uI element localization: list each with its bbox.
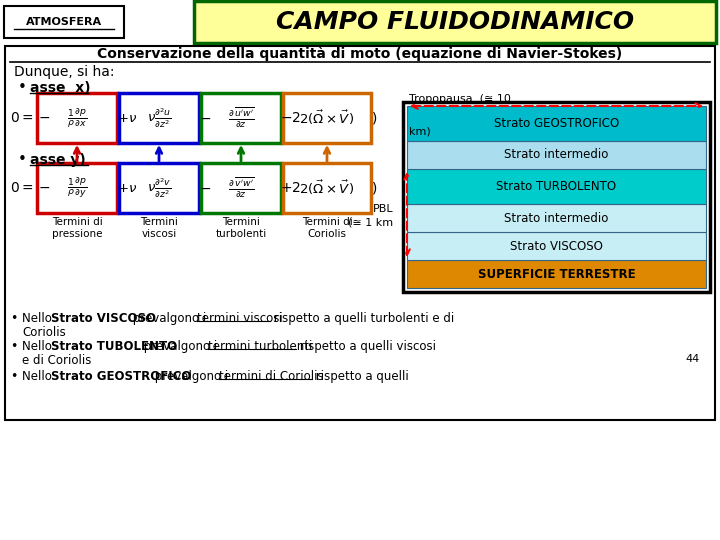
Text: 44: 44 <box>685 354 700 364</box>
Text: $\frac{\partial\,\overline{v^{\prime}w^{\prime}}}{\partial z}$: $\frac{\partial\,\overline{v^{\prime}w^{… <box>228 176 254 200</box>
Text: PBL: PBL <box>372 204 393 213</box>
Text: Strato GEOSTROFICO: Strato GEOSTROFICO <box>51 370 192 383</box>
Text: Strato VISCOSO: Strato VISCOSO <box>51 312 156 325</box>
Text: •: • <box>10 370 17 383</box>
Text: $-2$: $-2$ <box>280 111 301 125</box>
Text: Tropopausa  (≅ 10: Tropopausa (≅ 10 <box>409 94 511 104</box>
Text: prevalgono i: prevalgono i <box>129 312 210 325</box>
Text: prevalgono i: prevalgono i <box>140 340 221 353</box>
Text: •: • <box>10 312 17 325</box>
Text: Nello: Nello <box>22 340 55 353</box>
Text: rispetto a quelli viscosi: rispetto a quelli viscosi <box>296 340 436 353</box>
Text: $\nu\frac{\partial^2 u}{\partial z^2}$: $\nu\frac{\partial^2 u}{\partial z^2}$ <box>147 106 171 130</box>
Text: termini di Coriolis: termini di Coriolis <box>219 370 323 383</box>
FancyBboxPatch shape <box>201 93 281 143</box>
Text: $\nu\frac{\partial^2 v}{\partial z^2}$: $\nu\frac{\partial^2 v}{\partial z^2}$ <box>147 176 171 200</box>
FancyBboxPatch shape <box>37 93 117 143</box>
Text: Strato GEOSTROFICO: Strato GEOSTROFICO <box>494 117 619 130</box>
Bar <box>407 260 706 288</box>
Text: Termini
viscosi: Termini viscosi <box>140 217 178 239</box>
Text: Strato intermedio: Strato intermedio <box>504 212 608 225</box>
FancyBboxPatch shape <box>194 1 716 43</box>
FancyBboxPatch shape <box>4 6 124 38</box>
Text: $)$: $)$ <box>371 180 377 196</box>
Text: $\frac{\partial\,\overline{u^{\prime}w^{\prime}}}{\partial z}$: $\frac{\partial\,\overline{u^{\prime}w^{… <box>228 106 254 130</box>
Bar <box>407 106 706 141</box>
Text: e di Coriolis: e di Coriolis <box>22 354 91 367</box>
Text: $+2$: $+2$ <box>280 181 301 195</box>
Bar <box>407 169 706 204</box>
FancyBboxPatch shape <box>201 163 281 213</box>
Text: $2(\vec{\Omega}\times\vec{V})$: $2(\vec{\Omega}\times\vec{V})$ <box>300 179 354 197</box>
Text: $)$: $)$ <box>371 110 377 126</box>
Bar <box>407 232 706 260</box>
Text: $\frac{1}{\rho}\frac{\partial p}{\partial y}$: $\frac{1}{\rho}\frac{\partial p}{\partia… <box>67 176 87 200</box>
Text: asse y): asse y) <box>30 153 86 167</box>
Text: $+\nu$: $+\nu$ <box>117 181 138 194</box>
FancyBboxPatch shape <box>119 163 199 213</box>
Text: $\frac{1}{\rho}\frac{\partial p}{\partial x}$: $\frac{1}{\rho}\frac{\partial p}{\partia… <box>67 106 87 130</box>
Text: SUPERFICIE TERRESTRE: SUPERFICIE TERRESTRE <box>477 267 635 280</box>
Text: termini viscosi: termini viscosi <box>197 312 282 325</box>
Text: Strato TUBOLENTO: Strato TUBOLENTO <box>51 340 177 353</box>
Text: termini turbolenti: termini turbolenti <box>208 340 312 353</box>
Bar <box>407 141 706 169</box>
Text: Termini di
Coriolis: Termini di Coriolis <box>302 217 352 239</box>
FancyBboxPatch shape <box>283 93 371 143</box>
Text: $-$: $-$ <box>199 111 211 125</box>
Text: Strato VISCOSO: Strato VISCOSO <box>510 240 603 253</box>
Text: Nello: Nello <box>22 370 55 383</box>
Text: $-$: $-$ <box>199 181 211 195</box>
Text: •: • <box>18 152 27 167</box>
Text: $0=-$: $0=-$ <box>10 111 50 125</box>
Text: Strato intermedio: Strato intermedio <box>504 148 608 161</box>
Text: km): km) <box>409 127 431 137</box>
FancyBboxPatch shape <box>403 102 710 292</box>
Text: rispetto a quelli turbolenti e di: rispetto a quelli turbolenti e di <box>270 312 454 325</box>
Text: Conservazione della quantità di moto (equazione di Navier-Stokes): Conservazione della quantità di moto (eq… <box>97 47 623 61</box>
Text: •: • <box>10 340 17 353</box>
FancyBboxPatch shape <box>5 46 715 420</box>
Text: Nello: Nello <box>22 312 55 325</box>
Text: asse  x): asse x) <box>30 81 91 95</box>
Text: $+\nu$: $+\nu$ <box>117 111 138 125</box>
FancyBboxPatch shape <box>119 93 199 143</box>
Text: rispetto a quelli: rispetto a quelli <box>312 370 409 383</box>
Bar <box>407 204 706 232</box>
Text: Termini di
pressione: Termini di pressione <box>52 217 102 239</box>
FancyBboxPatch shape <box>283 163 371 213</box>
Text: $2(\vec{\Omega}\times\vec{V})$: $2(\vec{\Omega}\times\vec{V})$ <box>300 109 354 127</box>
Text: prevalgono i: prevalgono i <box>151 370 232 383</box>
Text: (≅ 1 km: (≅ 1 km <box>348 218 393 227</box>
Text: Termini
turbolenti: Termini turbolenti <box>215 217 266 239</box>
Text: $0=-$: $0=-$ <box>10 181 50 195</box>
FancyBboxPatch shape <box>37 163 117 213</box>
Text: •: • <box>18 80 27 96</box>
Text: ATMOSFERA: ATMOSFERA <box>26 17 102 27</box>
Text: Strato TURBOLENTO: Strato TURBOLENTO <box>496 180 616 193</box>
Text: Dunque, si ha:: Dunque, si ha: <box>14 65 114 79</box>
Text: CAMPO FLUIDODINAMICO: CAMPO FLUIDODINAMICO <box>276 10 634 34</box>
Text: Coriolis: Coriolis <box>22 326 66 339</box>
